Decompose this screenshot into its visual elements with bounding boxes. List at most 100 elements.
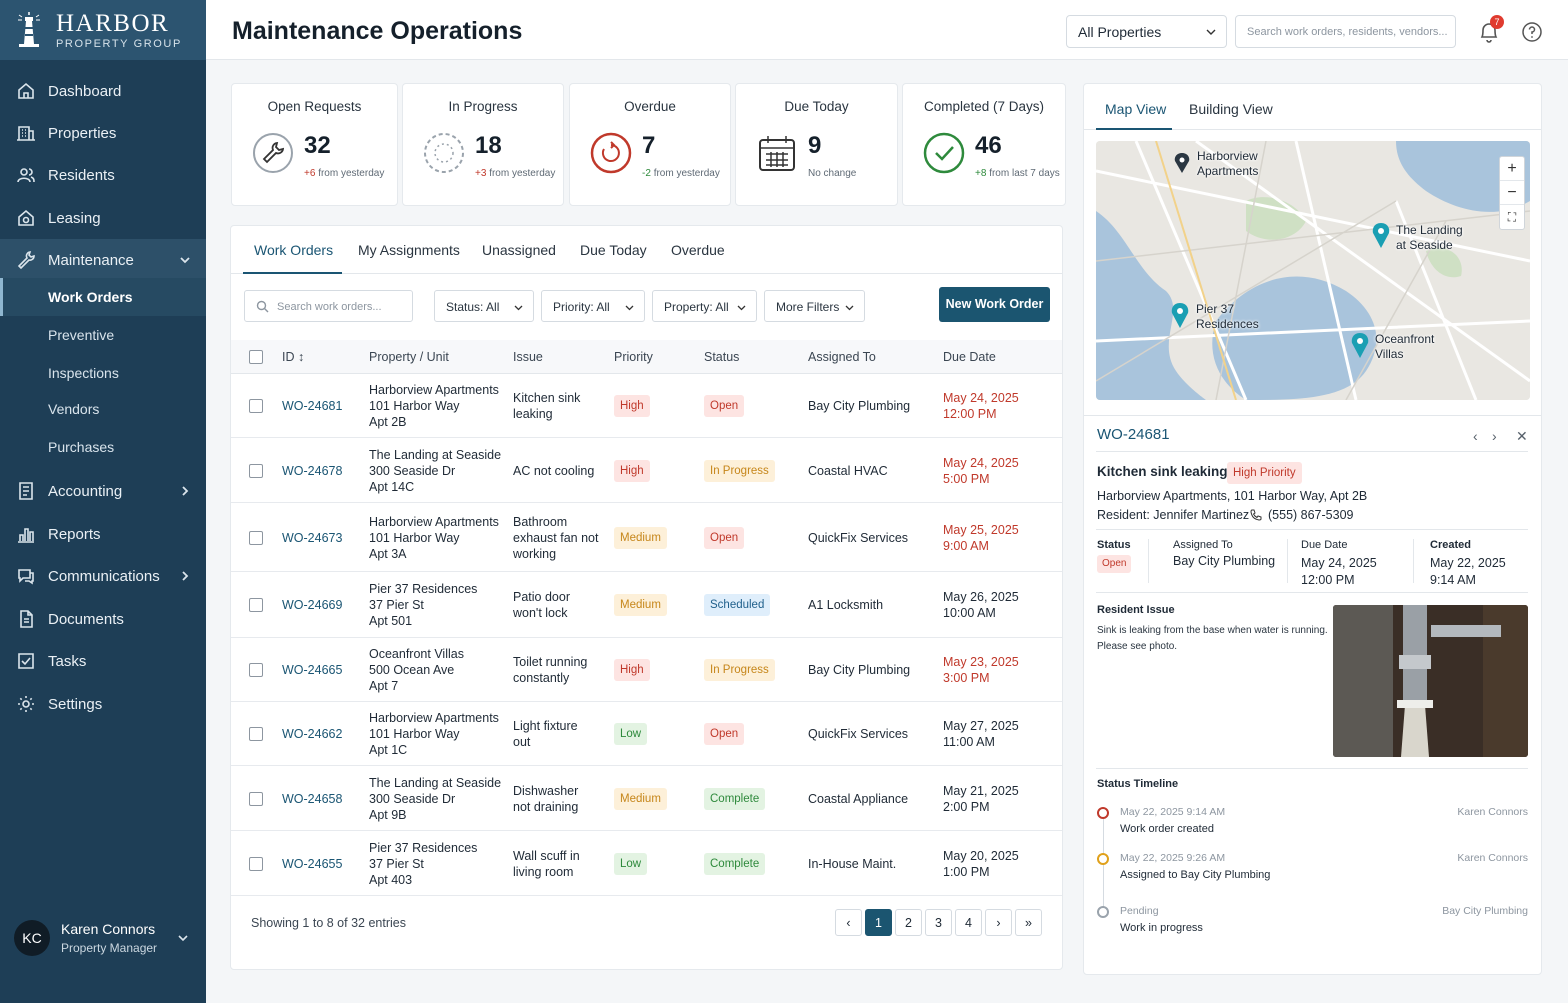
- nav-documents[interactable]: Documents: [0, 598, 206, 640]
- status-badge: In Progress: [704, 459, 775, 482]
- page-next[interactable]: ›: [985, 909, 1012, 936]
- nav-tasks[interactable]: Tasks: [0, 640, 206, 682]
- property-select[interactable]: All Properties: [1066, 15, 1227, 48]
- kpi-due-today[interactable]: Due Today 9 No change: [735, 83, 898, 206]
- fullscreen-icon[interactable]: ⛶: [1507, 210, 1517, 224]
- issue-text: Dishwasher not draining: [513, 783, 579, 814]
- page-last[interactable]: »: [1015, 909, 1042, 936]
- kpi-open-requests[interactable]: Open Requests 32 +6 from yesterday: [231, 83, 398, 206]
- brand-logo[interactable]: HARBOR PROPERTY GROUP: [0, 0, 206, 60]
- property-filter[interactable]: Property: All: [652, 290, 757, 322]
- global-search-input[interactable]: Search work orders, residents, vendors..…: [1235, 15, 1456, 48]
- property-unit: The Landing at Seaside 300 Seaside Dr Apt …: [369, 447, 502, 494]
- created-label: Created: [1430, 539, 1471, 551]
- zoom-out-button[interactable]: −: [1500, 181, 1524, 205]
- new-work-order-button[interactable]: New Work Order: [939, 287, 1050, 322]
- check-circle-icon: [923, 132, 965, 174]
- row-checkbox[interactable]: [249, 463, 263, 478]
- row-checkbox[interactable]: [249, 530, 263, 545]
- tab-my-assignments[interactable]: My Assignments: [358, 242, 460, 258]
- timeline-time: May 22, 2025 9:14 AM: [1120, 806, 1226, 818]
- assigned-vendor: Bay City Plumbing: [808, 663, 911, 677]
- nav-maintenance[interactable]: Maintenance: [0, 239, 206, 281]
- work-order-id-link[interactable]: WO-24662: [282, 727, 343, 741]
- sub-work-orders[interactable]: Work Orders: [0, 278, 206, 316]
- row-checkbox[interactable]: [249, 399, 263, 413]
- kpi-value: 32: [304, 132, 331, 159]
- tab-work-orders[interactable]: Work Orders: [254, 242, 334, 258]
- col-id[interactable]: ID ↕: [282, 350, 305, 364]
- status-badge: Scheduled: [704, 594, 771, 616]
- nav-leasing[interactable]: Leasing: [0, 197, 206, 239]
- tab-overdue[interactable]: Overdue: [671, 242, 725, 258]
- page-prev[interactable]: ‹: [835, 909, 862, 936]
- issue-photo[interactable]: [1333, 605, 1528, 757]
- table-row[interactable]: WO-24662 Harborview Apartments 101 Harbor …: [231, 702, 1062, 766]
- work-order-id-link[interactable]: WO-24658: [282, 791, 343, 806]
- work-order-search-input[interactable]: Search work orders...: [244, 290, 413, 322]
- nav-reports[interactable]: Reports: [0, 513, 206, 555]
- nav-residents[interactable]: Residents: [0, 154, 206, 196]
- bell-icon[interactable]: [1478, 20, 1500, 44]
- page-4[interactable]: 4: [955, 909, 982, 936]
- tab-building-view[interactable]: Building View: [1189, 101, 1273, 117]
- timeline-time: May 22, 2025 9:26 AM: [1120, 852, 1226, 864]
- more-filters[interactable]: More Filters: [764, 290, 865, 322]
- work-order-id-link[interactable]: WO-24655: [282, 856, 343, 871]
- row-checkbox[interactable]: [249, 856, 263, 871]
- map-zoom-controls: + − ⛶: [1499, 156, 1525, 230]
- row-checkbox[interactable]: [249, 598, 263, 612]
- help-icon[interactable]: [1521, 21, 1543, 43]
- tab-due-today[interactable]: Due Today: [580, 242, 647, 258]
- table-row[interactable]: WO-24681 Harborview Apartments 101 Harbor …: [231, 374, 1062, 438]
- page-3[interactable]: 3: [925, 909, 952, 936]
- property-map[interactable]: Harborview Apartments The Landing at Seasi…: [1096, 141, 1530, 400]
- page-1[interactable]: 1: [865, 909, 892, 936]
- nav-dashboard[interactable]: Dashboard: [0, 70, 206, 112]
- nav-accounting[interactable]: Accounting: [0, 470, 206, 512]
- created-value: May 22, 2025 9:14 AM: [1430, 556, 1506, 587]
- tab-map-view[interactable]: Map View: [1105, 101, 1167, 117]
- status-badge: Open: [704, 395, 745, 417]
- table-row[interactable]: WO-24655 Pier 37 Residences 37 Pier St Apt …: [231, 831, 1062, 896]
- nav-label: Residents: [48, 166, 115, 184]
- table-row[interactable]: WO-24673 Harborview Apartments 101 Harbor …: [231, 503, 1062, 572]
- zoom-in-button[interactable]: +: [1500, 157, 1524, 181]
- detail-phone[interactable]: (555) 867-5309: [1268, 508, 1354, 522]
- work-order-id-link[interactable]: WO-24678: [282, 463, 343, 478]
- next-icon[interactable]: ›: [1492, 428, 1497, 444]
- sub-vendors[interactable]: Vendors: [48, 401, 100, 417]
- nav-properties[interactable]: Properties: [0, 112, 206, 154]
- sub-purchases[interactable]: Purchases: [48, 439, 115, 455]
- priority-filter[interactable]: Priority: All: [541, 290, 645, 322]
- due-date: May 24, 2025 12:00 PM: [943, 391, 1019, 421]
- work-order-id-link[interactable]: WO-24681: [282, 399, 343, 413]
- row-checkbox[interactable]: [249, 727, 263, 741]
- sub-inspections[interactable]: Inspections: [48, 365, 119, 381]
- row-checkbox[interactable]: [249, 663, 263, 677]
- close-icon[interactable]: ✕: [1516, 428, 1528, 444]
- kpi-overdue[interactable]: Overdue 7 -2 from yesterday: [569, 83, 731, 206]
- work-order-id-link[interactable]: WO-24669: [282, 598, 343, 612]
- kpi-completed[interactable]: Completed (7 Days) 46 +8 from last 7 day…: [902, 83, 1066, 206]
- table-row[interactable]: WO-24658 The Landing at Seaside 300 Seasid…: [231, 766, 1062, 831]
- table-row[interactable]: WO-24669 Pier 37 Residences 37 Pier St Apt …: [231, 572, 1062, 638]
- issue-text: AC not cooling: [513, 463, 595, 478]
- prev-icon[interactable]: ‹: [1473, 428, 1478, 444]
- user-menu[interactable]: KC Karen Connors Property Manager: [14, 918, 194, 958]
- status-filter[interactable]: Status: All: [434, 290, 534, 322]
- table-row[interactable]: WO-24678 The Landing at Seaside 300 Seasid…: [231, 438, 1062, 503]
- divider: [1148, 539, 1149, 583]
- select-all-checkbox[interactable]: [249, 350, 263, 364]
- sub-preventive[interactable]: Preventive: [48, 327, 115, 343]
- page-2[interactable]: 2: [895, 909, 922, 936]
- work-order-id-link[interactable]: WO-24665: [282, 663, 343, 677]
- nav-communications[interactable]: Communications: [0, 555, 206, 597]
- nav-label: Settings: [48, 695, 103, 713]
- tab-unassigned[interactable]: Unassigned: [482, 242, 556, 258]
- kpi-in-progress[interactable]: In Progress 18 +3 from yesterday: [402, 83, 564, 206]
- table-row[interactable]: WO-24665 Oceanfront Villas 500 Ocean Ave Ap…: [231, 638, 1062, 702]
- row-checkbox[interactable]: [249, 791, 263, 806]
- work-order-id-link[interactable]: WO-24673: [282, 530, 343, 545]
- nav-settings[interactable]: Settings: [0, 683, 206, 725]
